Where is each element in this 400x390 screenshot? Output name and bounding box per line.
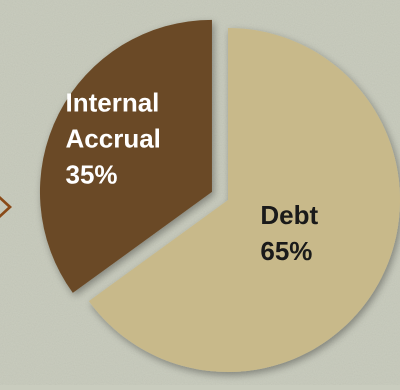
debt-label-line: 65% xyxy=(260,236,312,266)
internal-accrual-label-line: 35% xyxy=(66,160,118,190)
left-edge-marker xyxy=(0,196,12,218)
internal-accrual-label-line: Internal xyxy=(66,88,160,118)
labels-layer: Debt 65% Internal Accrual 35% xyxy=(66,88,319,266)
slices-layer xyxy=(39,19,400,372)
debt-slice xyxy=(88,28,400,372)
debt-label: Debt 65% xyxy=(260,200,318,266)
internal-accrual-label: Internal Accrual 35% xyxy=(66,88,161,190)
debt-label-line: Debt xyxy=(260,200,318,230)
internal-accrual-label-line: Accrual xyxy=(66,124,161,154)
internal-accrual-slice xyxy=(39,19,212,293)
